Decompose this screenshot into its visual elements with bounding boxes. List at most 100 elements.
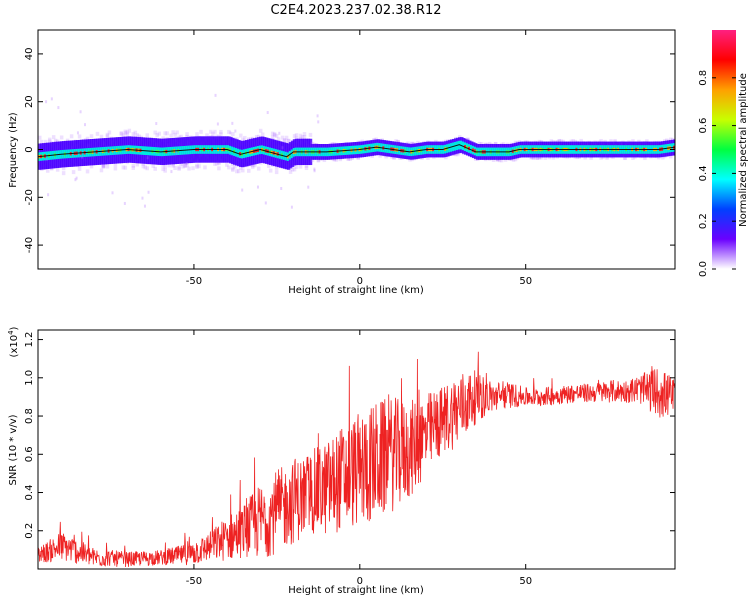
x-tick-label: 50	[519, 576, 532, 587]
heatmap-halo-cell	[155, 133, 159, 138]
heatmap-outlier-cell	[141, 196, 144, 200]
heatmap-outlier-cell	[316, 114, 319, 118]
heatmap-halo-cell	[302, 132, 307, 137]
heatmap-halo-cell	[298, 133, 303, 138]
heatmap-halo-cell	[187, 166, 191, 171]
svg-text:(x104): (x104)	[7, 326, 20, 357]
heatmap-halo-cell	[85, 136, 90, 141]
spectrogram-ylabel: Frequency (Hz)	[8, 112, 19, 188]
snr-frame	[37, 329, 676, 570]
y-tick-label: 0.4	[24, 485, 35, 501]
heatmap-halo-cell	[235, 169, 239, 174]
heatmap-halo-cell	[286, 138, 291, 143]
y-tick-label: 0.8	[24, 408, 35, 424]
heatmap-halo-cell	[185, 134, 189, 139]
heatmap-outlier-cell	[147, 190, 150, 194]
heatmap-halo-cell	[268, 168, 273, 173]
heatmap-halo-cell	[458, 135, 462, 140]
heatmap-halo-cell	[101, 164, 106, 169]
heatmap-halo-cell	[217, 161, 221, 166]
heatmap-halo-cell	[491, 157, 496, 162]
heatmap-halo-cell	[513, 140, 518, 145]
heatmap-halo-cell	[137, 134, 142, 139]
heatmap-halo-cell	[151, 163, 155, 168]
heatmap-outlier-cell	[234, 129, 237, 133]
heatmap-outlier-cell	[45, 100, 48, 104]
heatmap-halo-cell	[410, 141, 414, 146]
heatmap-halo-cell	[127, 128, 132, 133]
heatmap-outlier-cell	[111, 191, 114, 195]
heatmap-halo-cell	[183, 163, 187, 168]
heatmap-halo-cell	[276, 137, 281, 142]
heatmap-peak-cell	[237, 151, 241, 155]
heatmap-outlier-cell	[264, 201, 267, 205]
heatmap-outlier-cell	[123, 201, 126, 205]
heatmap-halo-cell	[217, 166, 221, 171]
heatmap-halo-cell	[237, 169, 241, 174]
heatmap-outlier-cell	[290, 205, 293, 209]
heatmap-halo-cell	[302, 135, 307, 140]
heatmap-halo-cell	[105, 134, 110, 139]
heatmap-peak-cell	[227, 147, 231, 152]
heatmap-halo-cell	[444, 155, 448, 160]
heatmap-peak-cell	[462, 144, 466, 148]
heatmap-halo-cell	[284, 135, 289, 140]
heatmap-outlier-cell	[45, 157, 48, 161]
heatmap-halo-cell	[163, 131, 167, 136]
heatmap-halo-cell	[286, 138, 291, 143]
spectrogram-xlabel: Height of straight line (km)	[288, 285, 424, 296]
heatmap-halo-cell	[247, 168, 251, 173]
x-tick-label: -50	[186, 276, 202, 287]
heatmap-halo-cell	[39, 139, 44, 144]
spectrogram-ticks: -50 0 50 -40 -20 0 20 40	[24, 30, 675, 287]
heatmap-halo-cell	[274, 133, 279, 138]
heatmap-halo-cell	[99, 168, 104, 173]
heatmap-halo-cell	[163, 164, 167, 169]
heatmap-halo-cell	[535, 155, 540, 160]
colorbar-ticks: 0.0 0.2 0.4 0.6 0.8	[698, 70, 736, 277]
heatmap-halo-cell	[173, 166, 177, 171]
heatmap-core-cell	[675, 143, 679, 152]
heatmap-halo-cell	[256, 134, 261, 139]
heatmap-halo-cell	[43, 139, 48, 144]
heatmap-halo-cell	[310, 141, 315, 146]
heatmap-halo-cell	[89, 164, 94, 169]
colorbar-tick-label: 0.0	[698, 261, 709, 277]
heatmap-peak-cell	[233, 149, 237, 154]
snr-multiplier-base: (x10	[9, 335, 20, 358]
heatmap-halo-cell	[631, 139, 635, 144]
heatmap-peak-cell	[288, 153, 293, 157]
heatmap-halo-cell	[378, 153, 382, 158]
heatmap-halo-cell	[549, 139, 554, 144]
heatmap-halo-cell	[557, 139, 562, 144]
heatmap-halo-cell	[177, 165, 181, 170]
y-tick-label: 0.2	[24, 523, 35, 539]
snr-multiplier-exp: 4	[7, 330, 15, 335]
heatmap-halo-cell	[499, 158, 504, 163]
heatmap-halo-cell	[135, 162, 140, 167]
x-tick-label: 0	[357, 276, 363, 287]
heatmap-halo-cell	[38, 135, 42, 140]
heatmap-halo-cell	[161, 136, 165, 141]
heatmap-outlier-cell	[229, 131, 232, 135]
heatmap-halo-cell	[583, 155, 587, 160]
heatmap-halo-cell	[175, 130, 179, 135]
heatmap-outlier-cell	[305, 151, 308, 155]
heatmap-halo-cell	[239, 133, 243, 138]
heatmap-halo-cell	[157, 131, 161, 136]
heatmap-halo-cell	[231, 166, 235, 171]
heatmap-halo-cell	[183, 163, 187, 168]
heatmap-halo-cell	[141, 164, 146, 169]
heatmap-halo-cell	[145, 166, 149, 171]
heatmap-halo-cell	[535, 155, 540, 160]
heatmap-outlier-cell	[313, 167, 316, 171]
heatmap-halo-cell	[294, 164, 299, 169]
heatmap-halo-cell	[195, 163, 199, 168]
heatmap-halo-cell	[356, 155, 360, 160]
heatmap-halo-cell	[675, 143, 679, 147]
heatmap-halo-cell	[171, 162, 175, 167]
heatmap-halo-cell	[179, 134, 183, 139]
heatmap-halo-cell	[135, 133, 140, 138]
heatmap-halo-cell	[270, 135, 275, 140]
